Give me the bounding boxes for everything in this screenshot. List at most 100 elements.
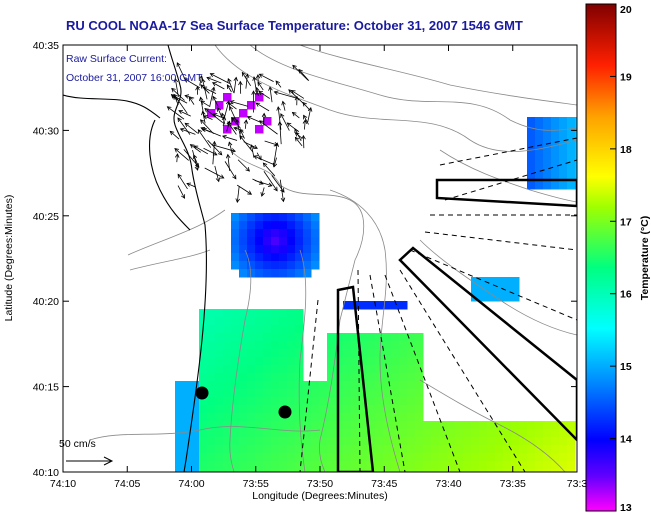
sst-cell [303, 453, 312, 462]
current-vector-head [258, 73, 264, 78]
sst-cell [303, 261, 312, 270]
current-vector-head [273, 90, 279, 95]
sst-cell [223, 461, 232, 470]
current-vector-head [197, 129, 203, 134]
sst-cell [343, 397, 352, 406]
sst-cell [535, 461, 544, 470]
current-vector-head [177, 117, 182, 123]
sst-cell [527, 141, 536, 150]
sst-cell [303, 269, 312, 278]
sst-cell [439, 429, 448, 438]
sst-cell [207, 461, 216, 470]
current-vector [200, 100, 211, 108]
sst-cell [255, 357, 264, 366]
sst-cell [175, 381, 184, 390]
sst-cell [303, 413, 312, 422]
sst-cell [311, 253, 320, 262]
sst-cell [271, 213, 280, 222]
sst-cell [295, 237, 304, 246]
sst-cell [543, 453, 552, 462]
current-vector [174, 95, 179, 106]
sst-cell [367, 357, 376, 366]
sst-cell [327, 445, 336, 454]
sst-cell [367, 429, 376, 438]
sst-cell [375, 373, 384, 382]
sst-cell [255, 269, 264, 278]
current-vector [291, 90, 305, 99]
current-vector [177, 117, 191, 135]
sst-cell [279, 325, 288, 334]
sst-cell [295, 333, 304, 342]
sst-cell [207, 429, 216, 438]
sst-cell [527, 437, 536, 446]
current-vector-head [206, 76, 212, 81]
sst-cell [279, 309, 288, 318]
sst-cell [279, 333, 288, 342]
current-vector [253, 76, 258, 95]
sst-cell [311, 437, 320, 446]
y-tick-label: 40:15 [33, 382, 59, 394]
sst-cell [423, 461, 432, 470]
sst-cell [207, 397, 216, 406]
sst-cell [199, 429, 208, 438]
sst-cell [543, 181, 552, 190]
sst-cell [255, 461, 264, 470]
current-vector [251, 144, 255, 158]
sst-cell [503, 277, 512, 286]
sst-cell [527, 173, 536, 182]
sst-cell [543, 133, 552, 142]
sst-cell [399, 413, 408, 422]
sst-cell [295, 317, 304, 326]
sst-cell [231, 453, 240, 462]
sst-cell [271, 245, 280, 254]
current-vector [192, 149, 199, 171]
sst-cell [295, 469, 304, 472]
sst-cell [479, 429, 488, 438]
sst-cell [407, 453, 416, 462]
current-vector-head [274, 142, 279, 147]
current-vector [273, 157, 277, 167]
contour-line [229, 149, 365, 472]
sst-cell [479, 293, 488, 302]
sst-cell [559, 437, 568, 446]
current-vector-head [246, 115, 252, 121]
sst-cell [319, 437, 328, 446]
sst-cell [279, 373, 288, 382]
sst-cell [535, 445, 544, 454]
sst-cell [239, 373, 248, 382]
current-vector-head [235, 198, 240, 204]
sst-cell [255, 333, 264, 342]
bathymetry-contours [89, 45, 577, 472]
sst-cell [247, 413, 256, 422]
current-vector-head [280, 113, 285, 118]
sst-cell [255, 253, 264, 262]
sst-cell [479, 453, 488, 462]
current-vector-head [179, 127, 185, 133]
sst-cell [183, 381, 192, 390]
sst-cell [399, 349, 408, 358]
sst-cell [207, 413, 216, 422]
dashed-line [357, 269, 361, 472]
sst-cell [327, 421, 336, 430]
sst-cell [279, 461, 288, 470]
sst-cell [311, 413, 320, 422]
sst-cell [295, 245, 304, 254]
sst-cell [279, 349, 288, 358]
sst-cell [495, 277, 504, 286]
sst-cell [367, 389, 376, 398]
sst-cell [319, 397, 328, 406]
sst-cell [199, 413, 208, 422]
current-vector [188, 97, 195, 105]
sst-cell [239, 365, 248, 374]
sst-cell [511, 445, 520, 454]
sst-cell [255, 229, 264, 238]
sst-cell [247, 461, 256, 470]
sst-cell [479, 421, 488, 430]
sst-cell [279, 341, 288, 350]
sst-cell [559, 445, 568, 454]
current-vector-head [212, 82, 217, 87]
sst-cell [383, 461, 392, 470]
current-vector [307, 107, 312, 123]
dashed-line [384, 274, 461, 472]
current-vector-head [294, 128, 299, 133]
